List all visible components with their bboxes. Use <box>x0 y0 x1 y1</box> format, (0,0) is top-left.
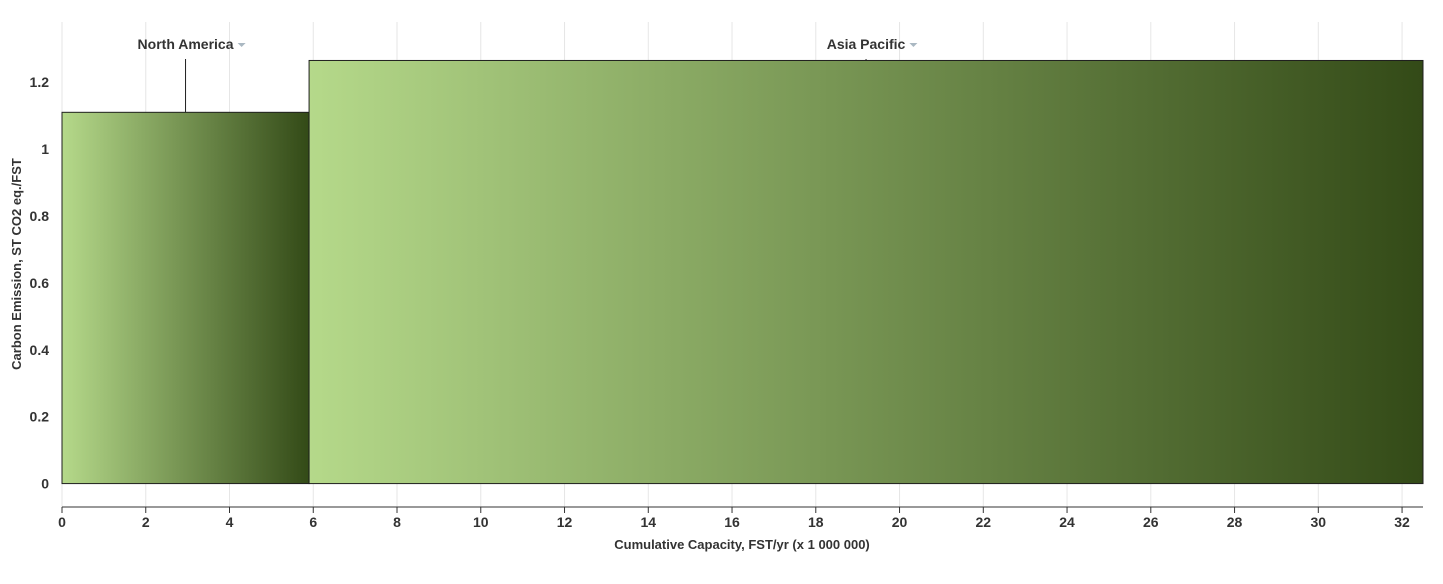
x-axis-title: Cumulative Capacity, FST/yr (x 1 000 000… <box>614 537 870 552</box>
bar-north-america[interactable] <box>61 111 310 485</box>
x-tick-label: 16 <box>724 514 740 530</box>
x-tick-label: 10 <box>473 514 489 530</box>
x-tick-label: 2 <box>142 514 150 530</box>
x-tick-label: 30 <box>1311 514 1327 530</box>
x-tick-label: 8 <box>393 514 401 530</box>
region-label-text: Asia Pacific <box>827 36 906 52</box>
x-tick-label: 26 <box>1143 514 1159 530</box>
region-label-text: North America <box>138 36 234 52</box>
x-tick-label: 20 <box>892 514 908 530</box>
y-tick-label: 0 <box>41 476 49 492</box>
region-labels: North America Asia Pacific <box>138 36 918 113</box>
x-tick-label: 6 <box>309 514 317 530</box>
axes: 0 2 4 6 8 10 12 14 16 18 20 22 24 26 28 30 3200.20.40.60… <box>30 74 1423 530</box>
x-tick-label: 22 <box>976 514 992 530</box>
x-tick-label: 32 <box>1394 514 1410 530</box>
y-tick-label: 1 <box>41 141 49 157</box>
x-tick-label: 28 <box>1227 514 1243 530</box>
y-tick-label: 0.6 <box>30 275 50 291</box>
region-label-asia-pacific[interactable]: Asia Pacific <box>827 36 918 61</box>
x-tick-label: 18 <box>808 514 824 530</box>
bars <box>61 59 1424 485</box>
bar-asia-pacific[interactable] <box>308 59 1424 485</box>
chevron-down-icon[interactable] <box>909 43 918 47</box>
x-tick-label: 14 <box>640 514 656 530</box>
y-tick-label: 1.2 <box>30 74 50 90</box>
y-tick-label: 0.8 <box>30 208 50 224</box>
y-tick-label: 0.4 <box>30 342 50 358</box>
chevron-down-icon[interactable] <box>237 43 246 47</box>
y-axis-title: Carbon Emission, ST CO2 eq./FST <box>9 158 24 370</box>
y-tick-label: 0.2 <box>30 409 50 425</box>
x-tick-label: 0 <box>58 514 66 530</box>
x-tick-label: 24 <box>1059 514 1075 530</box>
x-tick-label: 12 <box>557 514 573 530</box>
x-tick-label: 4 <box>226 514 234 530</box>
region-label-north-america[interactable]: North America <box>138 36 246 113</box>
